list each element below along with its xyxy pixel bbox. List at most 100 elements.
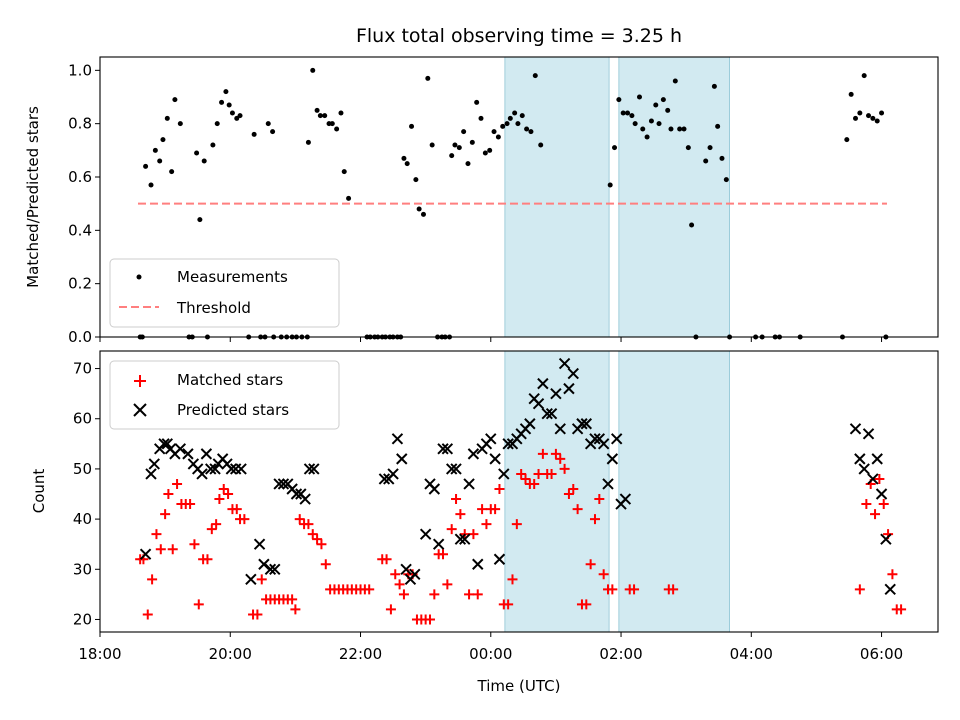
predicted-stars-point [545, 408, 558, 420]
predicted-stars-point [419, 528, 432, 540]
matched-stars-point [878, 499, 889, 510]
measurements-point [711, 83, 717, 89]
top-y-ticks: 0.0 0.2 0.4 0.6 0.8 1.0 [68, 61, 100, 346]
predicted-stars-point [862, 428, 875, 440]
measurements-point [677, 126, 683, 132]
measurements-point [487, 147, 493, 153]
predicted-stars-point [602, 478, 614, 490]
measurements-point [334, 126, 340, 132]
matched-stars-point [520, 473, 531, 484]
legend-predicted-marker [133, 403, 147, 417]
predicted-stars-point [290, 488, 303, 500]
matched-stars-point [533, 468, 544, 479]
predicted-stars-point [619, 493, 632, 505]
measurements-point [310, 67, 316, 73]
measurements-point [672, 78, 678, 84]
predicted-stars-point [498, 468, 510, 480]
bottom-y-ticks: 20 30 40 50 60 70 [73, 360, 100, 628]
matched-stars-point [239, 514, 250, 525]
matched-stars-point [307, 529, 318, 540]
matched-stars-point [572, 504, 583, 515]
measurements-point [512, 110, 518, 116]
predicted-stars-point [161, 438, 174, 450]
shaded-interval-1 [618, 350, 730, 633]
y-tick-label: 0.6 [68, 168, 92, 186]
measurements-point [844, 137, 850, 143]
measurements-point [322, 113, 328, 119]
predicted-stars-point [493, 553, 506, 565]
measurements-point [329, 121, 335, 127]
predicted-stars-point [225, 463, 238, 475]
x-tick-label: 00:00 [469, 645, 512, 663]
predicted-stars-point [409, 568, 421, 581]
predicted-stars-point [145, 468, 157, 480]
measurements-point [461, 129, 467, 135]
matched-stars-point [206, 524, 217, 535]
matched-stars-point [142, 609, 153, 620]
predicted-stars-point [269, 563, 281, 575]
y-tick-label: 1.0 [68, 61, 92, 79]
predicted-stars-point [858, 463, 870, 475]
matched-stars-point [585, 559, 596, 570]
measurements-point [172, 97, 178, 103]
bottom-shaded-intervals [504, 350, 730, 633]
measurements-point [223, 89, 229, 95]
measurements-point [660, 97, 666, 103]
legend-matched-label: Matched stars [177, 371, 283, 389]
predicted-stars-point [428, 483, 441, 495]
measurements-point [169, 169, 175, 175]
predicted-stars-point [867, 473, 879, 485]
measurements-point [226, 102, 232, 108]
bottom-data-marks [135, 357, 907, 625]
matched-stars-point [568, 483, 579, 494]
predicted-stars-point [567, 367, 579, 380]
measurements-point [237, 113, 243, 119]
measurements-point [703, 158, 709, 164]
predicted-stars-point [378, 473, 391, 485]
matched-stars-point [546, 468, 557, 479]
matched-stars-point [167, 544, 178, 555]
matched-stars-point [193, 599, 204, 610]
matched-stars-point [424, 614, 435, 625]
measurements-point [644, 134, 650, 140]
legend-matched-marker [134, 375, 146, 387]
matched-stars-point [472, 589, 483, 600]
predicted-stars-point [387, 468, 399, 480]
predicted-stars-point [524, 418, 536, 430]
matched-stars-point [559, 463, 570, 474]
matched-stars-point [446, 524, 457, 535]
measurements-point [401, 155, 407, 161]
y-tick-label: 0.0 [68, 328, 92, 346]
predicted-stars-point [554, 423, 566, 435]
measurements-point [270, 129, 276, 135]
predicted-stars-point [400, 563, 412, 575]
x-tick-label: 06:00 [860, 645, 903, 663]
predicted-stars-point [875, 488, 888, 500]
measurements-point [148, 182, 154, 188]
x-tick-label: 22:00 [339, 645, 382, 663]
measurements-point [879, 110, 885, 116]
measurements-point [719, 155, 725, 161]
x-tick-label: 18:00 [78, 645, 121, 663]
matched-stars-point [163, 489, 174, 500]
predicted-stars-point [563, 382, 575, 395]
predicted-stars-point [303, 463, 316, 475]
measurements-point [456, 145, 462, 151]
measurements-point [504, 121, 510, 127]
chart-title: Flux total observing time = 3.25 h [356, 25, 682, 47]
predicted-stars-point [597, 438, 610, 450]
predicted-stars-point [463, 478, 475, 490]
measurements-point [404, 161, 410, 167]
y-tick-label: 0.8 [68, 115, 92, 133]
predicted-stars-point [541, 408, 553, 420]
measurements-point [620, 110, 626, 116]
predicted-stars-point [871, 453, 883, 465]
measurements-point [607, 182, 613, 188]
measurements-point [265, 121, 271, 127]
matched-stars-point [550, 448, 561, 459]
predicted-stars-point [432, 538, 445, 550]
predicted-stars-point [148, 458, 160, 470]
predicted-stars-point [139, 548, 152, 560]
measurements-point [152, 147, 158, 153]
matched-stars-point [155, 544, 166, 555]
